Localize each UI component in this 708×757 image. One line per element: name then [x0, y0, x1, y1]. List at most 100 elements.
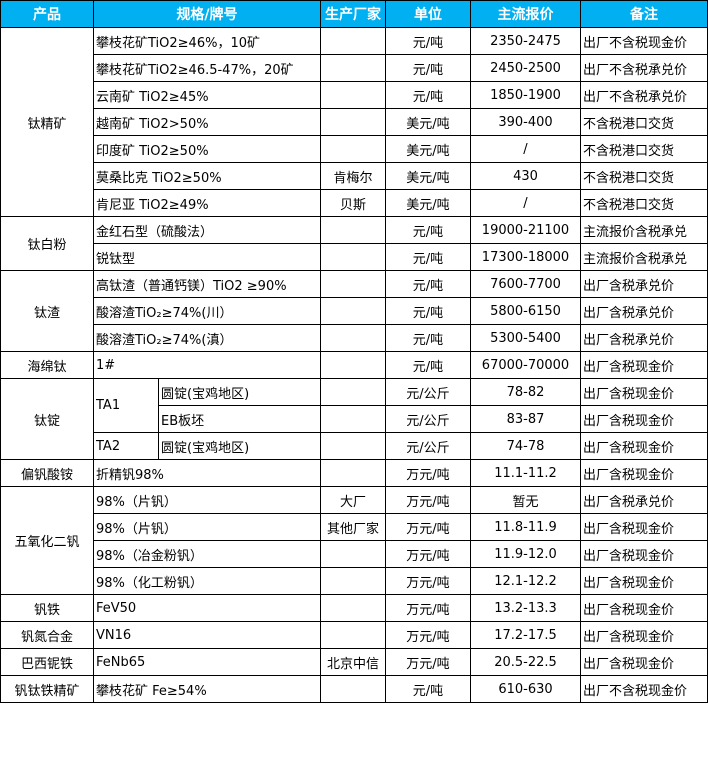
table-body: 钛精矿 攀枝花矿TiO2≥46%，10矿 元/吨 2350-2475 出厂不含税现金价攀… [0, 27, 708, 703]
spec-cell: 圆锭(宝鸡地区) [158, 378, 321, 406]
maker-cell [320, 351, 386, 379]
product-cell: 钒铁 [0, 594, 94, 622]
table-row: 偏钒酸铵 折精钒98% 万元/吨 11.1-11.2 出厂含税现金价 [0, 459, 708, 487]
unit-cell: 万元/吨 [385, 594, 471, 622]
note-cell: 出厂含税现金价 [580, 594, 708, 622]
price-cell: 74-78 [470, 432, 581, 460]
spec-cell: 98%（冶金粉钒） [93, 540, 321, 568]
price-cell: 5300-5400 [470, 324, 581, 352]
spec-cell: 高钛渣（普通钙镁）TiO2 ≥90% [93, 270, 321, 298]
note-cell: 出厂不含税承兑价 [580, 54, 708, 82]
price-cell: 20.5-22.5 [470, 648, 581, 676]
note-cell: 出厂含税现金价 [580, 567, 708, 595]
spec-cell: 云南矿 TiO2≥45% [93, 81, 321, 109]
price-cell: 12.1-12.2 [470, 567, 581, 595]
unit-cell: 美元/吨 [385, 189, 471, 217]
header-maker: 生产厂家 [320, 0, 386, 28]
price-table: 产品 规格/牌号 生产厂家 单位 主流报价 备注 钛精矿 攀枝花矿TiO2≥46%… [0, 0, 708, 703]
product-cell: 海绵钛 [0, 351, 94, 379]
price-cell: 11.1-11.2 [470, 459, 581, 487]
spec-cell: 折精钒98% [93, 459, 321, 487]
spec-cell: 越南矿 TiO2>50% [93, 108, 321, 136]
spec-cell: FeV50 [93, 594, 321, 622]
note-cell: 出厂含税承兑价 [580, 486, 708, 514]
maker-cell: 肯梅尔 [320, 162, 386, 190]
header-note: 备注 [580, 0, 708, 28]
maker-cell [320, 432, 386, 460]
price-cell: 19000-21100 [470, 216, 581, 244]
spec-cell: 98%（片钒） [93, 513, 321, 541]
header-spec: 规格/牌号 [93, 0, 321, 28]
note-cell: 出厂含税现金价 [580, 351, 708, 379]
table-row: 钒氮合金 VN16 万元/吨 17.2-17.5 出厂含税现金价 [0, 621, 708, 649]
price-cell: 暂无 [470, 486, 581, 514]
note-cell: 出厂含税现金价 [580, 540, 708, 568]
note-cell: 出厂不含税现金价 [580, 27, 708, 55]
grade-cell: TA1 [93, 378, 159, 433]
unit-cell: 元/公斤 [385, 432, 471, 460]
maker-cell [320, 459, 386, 487]
header-price: 主流报价 [470, 0, 581, 28]
maker-cell [320, 135, 386, 163]
spec-cell: 1# [93, 351, 321, 379]
table-row: 肯尼亚 TiO2≥49% 贝斯 美元/吨 / 不含税港口交货 [1, 189, 708, 217]
maker-cell [320, 270, 386, 298]
maker-cell [320, 378, 386, 406]
spec-cell: 攀枝花矿 Fe≥54% [93, 675, 321, 703]
maker-cell [320, 81, 386, 109]
spec-cell: FeNb65 [93, 648, 321, 676]
spec-cell: 金红石型（硫酸法） [93, 216, 321, 244]
unit-cell: 美元/吨 [385, 108, 471, 136]
spec-cell: 98%（片钒） [93, 486, 321, 514]
price-cell: 1850-1900 [470, 81, 581, 109]
spec-cell: 98%（化工粉钒） [93, 567, 321, 595]
maker-cell: 其他厂家 [320, 513, 386, 541]
note-cell: 出厂含税现金价 [580, 621, 708, 649]
spec-cell: 印度矿 TiO2≥50% [93, 135, 321, 163]
table-row: 98%（化工粉钒） 万元/吨 12.1-12.2 出厂含税现金价 [1, 567, 708, 595]
table-row: 越南矿 TiO2>50% 美元/吨 390-400 不含税港口交货 [1, 108, 708, 136]
spec-cell: 攀枝花矿TiO2≥46.5-47%，20矿 [93, 54, 321, 82]
price-cell: 610-630 [470, 675, 581, 703]
price-cell: 11.8-11.9 [470, 513, 581, 541]
note-cell: 出厂含税现金价 [580, 405, 708, 433]
table-row: 云南矿 TiO2≥45% 元/吨 1850-1900 出厂不含税承兑价 [1, 81, 708, 109]
spec-cell: 酸溶渣TiO₂≥74%(滇） [93, 324, 321, 352]
price-cell: 17.2-17.5 [470, 621, 581, 649]
unit-cell: 万元/吨 [385, 486, 471, 514]
note-cell: 出厂含税现金价 [580, 513, 708, 541]
note-cell: 出厂含税承兑价 [580, 297, 708, 325]
unit-cell: 元/公斤 [385, 378, 471, 406]
table-row: 印度矿 TiO2≥50% 美元/吨 / 不含税港口交货 [1, 135, 708, 163]
price-cell: / [470, 135, 581, 163]
spec-cell: 攀枝花矿TiO2≥46%，10矿 [93, 27, 321, 55]
unit-cell: 万元/吨 [385, 459, 471, 487]
maker-cell [320, 567, 386, 595]
unit-cell: 元/吨 [385, 324, 471, 352]
note-cell: 出厂含税承兑价 [580, 324, 708, 352]
unit-cell: 元/吨 [385, 81, 471, 109]
price-cell: 2350-2475 [470, 27, 581, 55]
maker-cell [320, 540, 386, 568]
unit-cell: 万元/吨 [385, 513, 471, 541]
maker-cell [320, 324, 386, 352]
price-cell: 390-400 [470, 108, 581, 136]
unit-cell: 元/吨 [385, 270, 471, 298]
spec-cell: 圆锭(宝鸡地区) [158, 432, 321, 460]
product-cell: 五氧化二钒 [0, 486, 94, 595]
note-cell: 出厂含税现金价 [580, 459, 708, 487]
header-product: 产品 [0, 0, 94, 28]
table-row: 钛精矿 攀枝花矿TiO2≥46%，10矿 元/吨 2350-2475 出厂不含税现金价 [0, 27, 708, 217]
unit-cell: 元/吨 [385, 216, 471, 244]
price-cell: 11.9-12.0 [470, 540, 581, 568]
note-cell: 不含税港口交货 [580, 189, 708, 217]
maker-cell: 贝斯 [320, 189, 386, 217]
unit-cell: 元/吨 [385, 351, 471, 379]
product-cell: 钛精矿 [0, 27, 94, 217]
table-row: 酸溶渣TiO₂≥74%(滇） 元/吨 5300-5400 出厂含税承兑价 [1, 324, 708, 352]
maker-cell [320, 108, 386, 136]
unit-cell: 元/吨 [385, 54, 471, 82]
product-cell: 钒氮合金 [0, 621, 94, 649]
note-cell: 出厂含税现金价 [580, 648, 708, 676]
table-row: 钒钛铁精矿 攀枝花矿 Fe≥54% 元/吨 610-630 出厂不含税现金价 [0, 675, 708, 703]
